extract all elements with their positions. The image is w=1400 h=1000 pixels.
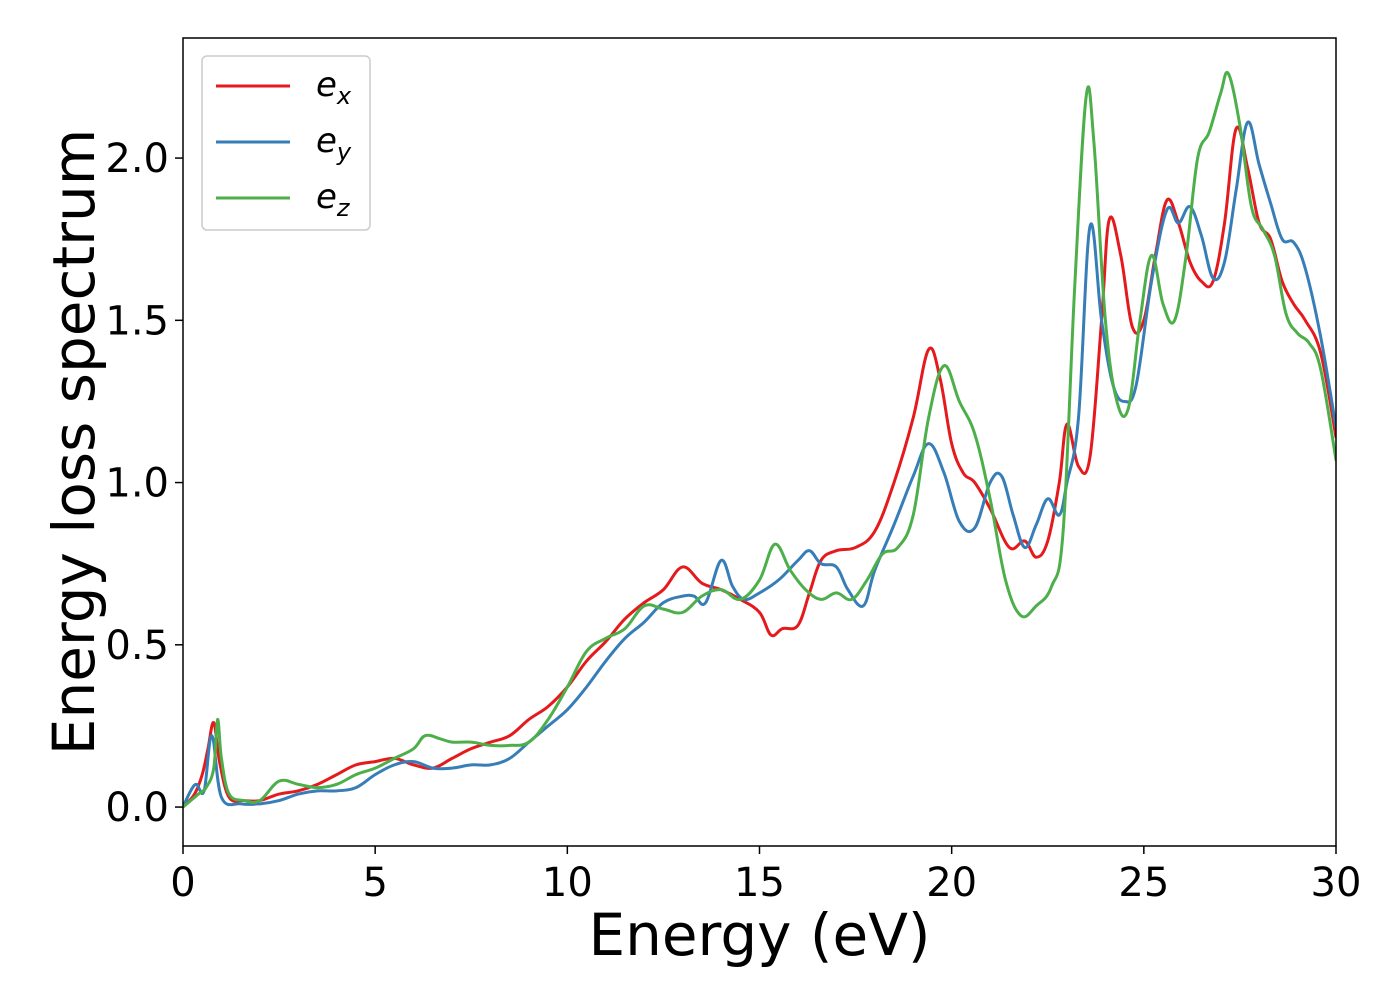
legend-label-base: e	[316, 65, 337, 105]
x-tick-label: 0	[170, 860, 195, 906]
y-tick-label: 2.0	[105, 136, 169, 182]
y-axis-ticks: 0.0 0.5 1.0 1.5 2.0	[105, 136, 183, 831]
legend-label-base: e	[316, 177, 337, 217]
legend-label-x: ex	[316, 65, 352, 110]
y-tick-label: 0.5	[105, 623, 169, 669]
y-tick-label: 1.0	[105, 461, 169, 507]
legend-label-y: ey	[316, 121, 352, 166]
y-tick-label: 0.0	[105, 785, 169, 831]
legend-label-subscript: x	[336, 82, 352, 110]
x-tick-label: 30	[1311, 860, 1362, 906]
x-tick-label: 5	[362, 860, 387, 906]
legend-label-subscript: y	[336, 138, 352, 166]
x-tick-label: 10	[542, 860, 593, 906]
series-line-e-y	[183, 120, 1336, 809]
x-axis-label: Energy (eV)	[588, 901, 930, 969]
y-tick-label: 1.5	[105, 298, 169, 344]
x-tick-label: 20	[926, 860, 977, 906]
legend-label-base: e	[316, 121, 337, 161]
legend-label-z: ez	[316, 177, 351, 222]
series-layer	[183, 70, 1336, 809]
x-tick-label: 15	[734, 860, 785, 906]
legend-label-subscript: z	[336, 194, 351, 222]
x-tick-label: 25	[1118, 860, 1169, 906]
series-line-e-z	[183, 70, 1336, 809]
x-axis-ticks: 0 5 10 15 20 25 30	[170, 846, 1361, 906]
y-axis-label: Energy loss spectrum	[40, 129, 108, 755]
